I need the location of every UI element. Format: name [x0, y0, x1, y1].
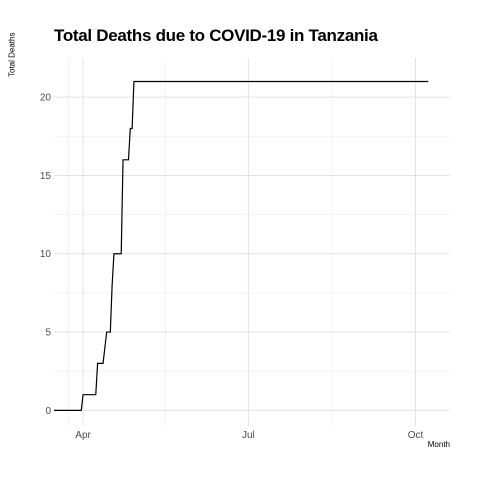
chart-title: Total Deaths due to COVID-19 in Tanzania — [54, 26, 378, 45]
y-tick-label: 20 — [40, 93, 52, 104]
y-tick-label: 15 — [40, 171, 52, 182]
series-line — [54, 80, 429, 411]
y-tick-label: 5 — [45, 328, 51, 339]
y-tick-label: 10 — [40, 249, 52, 260]
x-tick-label: Apr — [75, 430, 91, 441]
grid-minor — [54, 58, 450, 426]
series-lines — [54, 80, 429, 411]
y-tick-label: 0 — [45, 406, 51, 417]
x-axis-ticks: Apr Jul Oct — [75, 430, 423, 441]
x-tick-label: Jul — [242, 430, 255, 441]
x-tick-label: Oct — [408, 430, 424, 441]
grid-major — [54, 58, 450, 426]
y-axis-ticks: 0 5 10 15 20 — [40, 93, 52, 417]
x-axis-label: Month — [427, 440, 450, 449]
